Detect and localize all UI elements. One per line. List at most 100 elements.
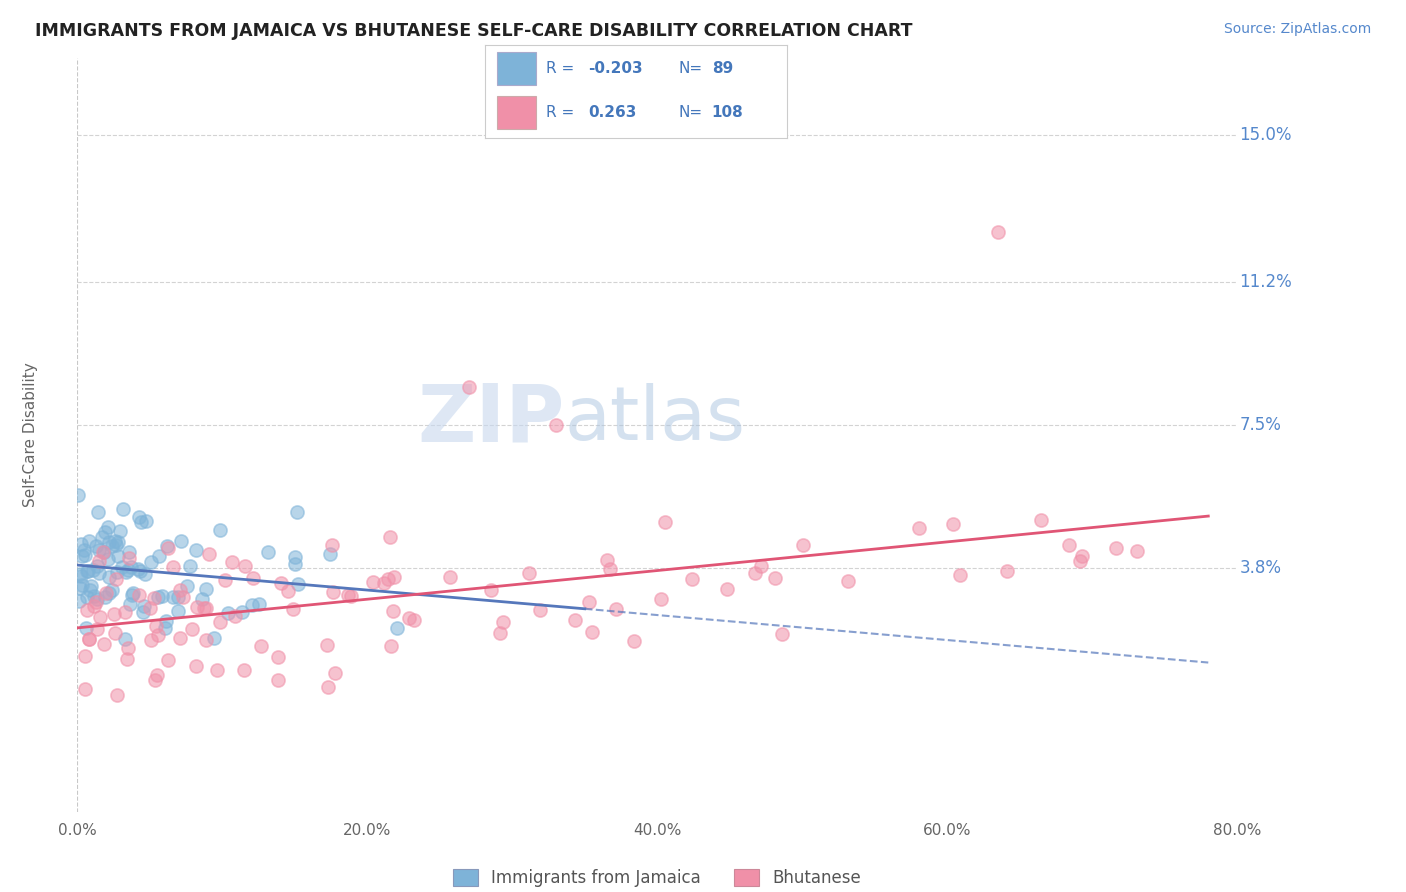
Point (67, 594, 90, 608)
Point (155, 614, 177, 628)
Text: Source: ZipAtlas.com: Source: ZipAtlas.com (1223, 22, 1371, 37)
Point (73, 542, 96, 557)
Point (162, 560, 184, 574)
Point (439, 570, 461, 584)
Point (145, 668, 167, 682)
Point (198, 548, 221, 562)
Point (166, 603, 188, 617)
Point (378, 530, 401, 544)
Point (70, 537, 93, 551)
Point (114, 632, 136, 647)
Point (104, 626, 127, 640)
Point (599, 562, 621, 576)
Point (87, 543, 110, 558)
Point (117, 563, 139, 577)
Point (623, 634, 645, 648)
Text: 15.0%: 15.0% (1240, 127, 1292, 145)
Bar (498, 52, 537, 85)
Text: Self-Care Disability: Self-Care Disability (24, 362, 38, 508)
Point (942, 516, 965, 531)
Point (381, 603, 404, 617)
Point (139, 633, 162, 648)
Text: IMMIGRANTS FROM JAMAICA VS BHUTANESE SELF-CARE DISABILITY CORRELATION CHART: IMMIGRANTS FROM JAMAICA VS BHUTANESE SEL… (35, 22, 912, 40)
Point (67, 488, 90, 502)
Point (519, 566, 541, 580)
Point (86, 622, 108, 636)
Point (84, 595, 107, 609)
Point (166, 590, 188, 604)
Point (190, 591, 212, 606)
Point (987, 225, 1010, 239)
Point (319, 548, 342, 562)
Point (107, 549, 129, 563)
Point (287, 576, 309, 591)
Point (284, 558, 307, 572)
Point (148, 549, 170, 563)
Point (101, 583, 124, 598)
Point (336, 588, 359, 602)
Point (186, 600, 208, 615)
Text: 3.8%: 3.8% (1240, 559, 1282, 577)
Point (340, 589, 363, 603)
Text: -0.203: -0.203 (588, 61, 643, 76)
Point (69, 569, 91, 583)
Point (120, 559, 142, 574)
Point (949, 568, 972, 582)
Text: 11.2%: 11.2% (1240, 273, 1292, 291)
Point (84, 539, 107, 553)
Bar (498, 96, 537, 129)
Point (91, 530, 114, 544)
Point (247, 597, 270, 611)
Point (194, 582, 217, 596)
Point (1104, 541, 1126, 555)
Point (231, 605, 253, 619)
Point (650, 591, 672, 606)
Point (193, 601, 215, 615)
Point (128, 510, 150, 524)
Point (1031, 513, 1053, 527)
Point (316, 680, 339, 694)
Point (581, 624, 603, 639)
Point (322, 585, 344, 599)
Point (69, 582, 91, 596)
Point (323, 666, 346, 681)
Point (169, 582, 191, 597)
Point (361, 574, 384, 589)
Point (82, 563, 104, 577)
Point (162, 590, 184, 604)
Point (98, 570, 121, 584)
Point (76, 564, 98, 578)
Point (135, 514, 157, 528)
Point (97, 552, 120, 566)
Point (385, 621, 408, 635)
Point (398, 611, 420, 625)
Point (169, 631, 191, 645)
Point (492, 615, 515, 629)
Point (77, 632, 100, 647)
Point (605, 601, 627, 615)
Text: R =: R = (546, 105, 583, 120)
Point (128, 588, 150, 602)
Point (242, 571, 264, 585)
Point (146, 590, 169, 604)
Point (111, 502, 134, 516)
Text: R =: R = (546, 61, 579, 76)
Point (596, 553, 619, 567)
Point (202, 632, 225, 646)
Point (105, 565, 128, 579)
Point (103, 607, 125, 621)
Point (73, 548, 96, 562)
Point (117, 641, 139, 656)
Point (281, 602, 304, 616)
Point (79, 579, 101, 593)
Point (479, 582, 502, 597)
Point (76, 565, 98, 579)
Point (134, 566, 156, 581)
Point (97, 520, 120, 534)
Point (105, 538, 128, 552)
Point (1069, 553, 1091, 567)
Point (181, 622, 204, 636)
Point (997, 564, 1019, 578)
Point (129, 515, 152, 529)
Point (118, 545, 141, 559)
